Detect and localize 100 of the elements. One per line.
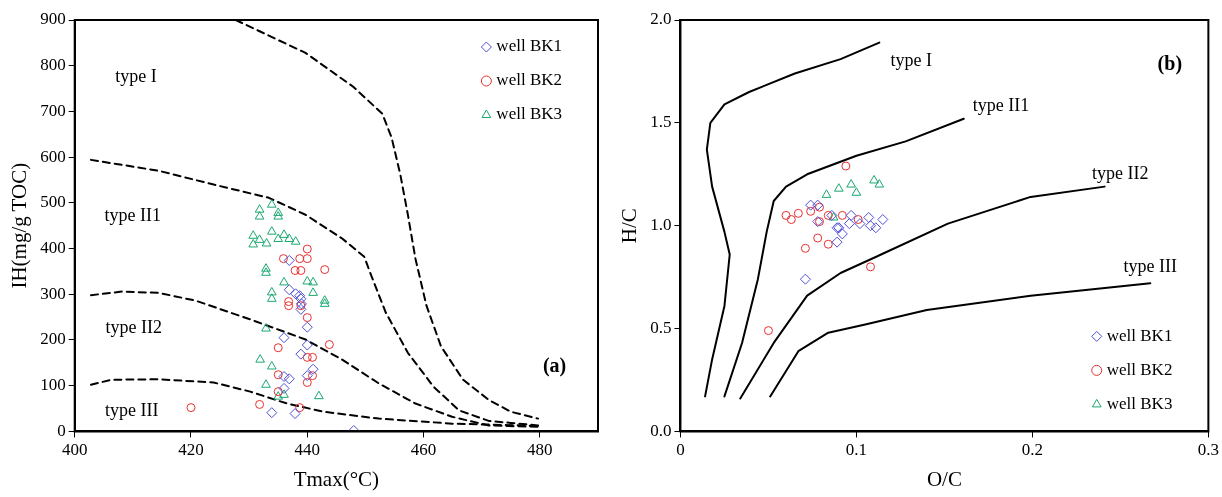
point xyxy=(866,262,875,272)
point xyxy=(284,301,294,311)
y-tick-label: 200 xyxy=(40,329,66,349)
legend-label: well BK1 xyxy=(1106,325,1173,345)
y-tick-label: 0.0 xyxy=(650,420,672,440)
point xyxy=(261,323,271,332)
point xyxy=(290,288,302,300)
point xyxy=(319,295,330,304)
point xyxy=(799,273,811,285)
point xyxy=(302,377,312,387)
point xyxy=(278,382,290,394)
point xyxy=(290,266,300,275)
annotation: type III xyxy=(105,399,159,420)
point xyxy=(283,373,295,385)
point xyxy=(279,276,289,286)
x-tick-label: 480 xyxy=(527,440,553,460)
legend-label: well BK1 xyxy=(496,36,563,56)
point xyxy=(308,352,318,362)
x-tick-label: 440 xyxy=(294,440,321,460)
legend-label: well BK3 xyxy=(1106,393,1173,413)
point xyxy=(279,229,289,238)
point xyxy=(296,266,306,275)
point xyxy=(284,233,295,242)
point xyxy=(278,371,290,383)
point xyxy=(302,254,312,264)
x-tick-label: 0 xyxy=(676,440,685,460)
point xyxy=(308,276,318,286)
point xyxy=(870,222,882,234)
point xyxy=(289,408,301,420)
point xyxy=(324,340,334,350)
annotation: type I xyxy=(890,49,932,70)
point xyxy=(308,287,318,296)
point xyxy=(254,234,265,243)
point xyxy=(283,254,295,266)
x-axis-title: Tmax(°C) xyxy=(293,466,380,491)
point xyxy=(266,407,278,419)
point xyxy=(254,204,265,213)
point xyxy=(853,215,863,225)
y-tick-label: 900 xyxy=(40,9,66,29)
point xyxy=(273,391,284,400)
point xyxy=(865,220,876,232)
point xyxy=(877,214,889,226)
point xyxy=(273,387,283,397)
point xyxy=(273,207,284,216)
point xyxy=(255,354,266,363)
point xyxy=(823,210,833,220)
point xyxy=(290,236,301,245)
y-tick-label: 600 xyxy=(40,146,66,166)
point xyxy=(273,233,284,242)
annotation: (a) xyxy=(542,353,567,377)
point xyxy=(261,379,271,388)
point xyxy=(307,363,319,375)
point xyxy=(295,303,307,315)
point xyxy=(278,254,288,264)
y-tick-label: 800 xyxy=(40,55,66,75)
point xyxy=(295,254,305,264)
point xyxy=(836,228,848,240)
y-tick-label: 1.5 xyxy=(650,112,672,132)
point xyxy=(823,239,833,249)
point xyxy=(301,370,313,382)
point xyxy=(284,297,294,307)
point xyxy=(248,230,259,239)
point xyxy=(821,189,832,198)
point xyxy=(266,360,277,370)
point xyxy=(851,187,862,196)
y-axis-title: H/C xyxy=(617,208,642,244)
annotation: type II1 xyxy=(104,205,162,226)
point xyxy=(781,210,791,220)
y-tick-label: 2.0 xyxy=(650,9,672,29)
point xyxy=(302,313,312,323)
point xyxy=(874,179,885,188)
point xyxy=(837,210,847,220)
point xyxy=(266,286,277,296)
y-tick-label: 500 xyxy=(40,192,66,212)
y-tick-label: 0 xyxy=(57,420,66,440)
annotation: type II2 xyxy=(1091,163,1149,184)
point xyxy=(301,321,313,333)
x-tick-label: 460 xyxy=(410,440,437,460)
point xyxy=(273,343,283,353)
legend-label: well BK3 xyxy=(496,104,563,124)
y-tick-label: 300 xyxy=(40,283,66,303)
x-tick-label: 400 xyxy=(61,440,88,460)
point xyxy=(800,243,810,253)
x-tick-label: 0.2 xyxy=(1021,440,1044,460)
point xyxy=(266,293,277,302)
y-axis-title: IH(mg/g TOC) xyxy=(7,162,32,289)
point xyxy=(320,265,330,275)
x-tick-label: 420 xyxy=(178,440,204,460)
point xyxy=(266,226,277,235)
annotation: type II1 xyxy=(972,95,1030,116)
point xyxy=(863,211,875,223)
point xyxy=(273,211,284,220)
point xyxy=(319,298,330,307)
x-tick-label: 0.3 xyxy=(1197,440,1219,460)
point xyxy=(831,236,843,248)
x-tick-label: 0.1 xyxy=(845,440,868,460)
point xyxy=(186,403,196,413)
point xyxy=(846,179,856,188)
point xyxy=(308,371,318,381)
point xyxy=(843,218,855,230)
